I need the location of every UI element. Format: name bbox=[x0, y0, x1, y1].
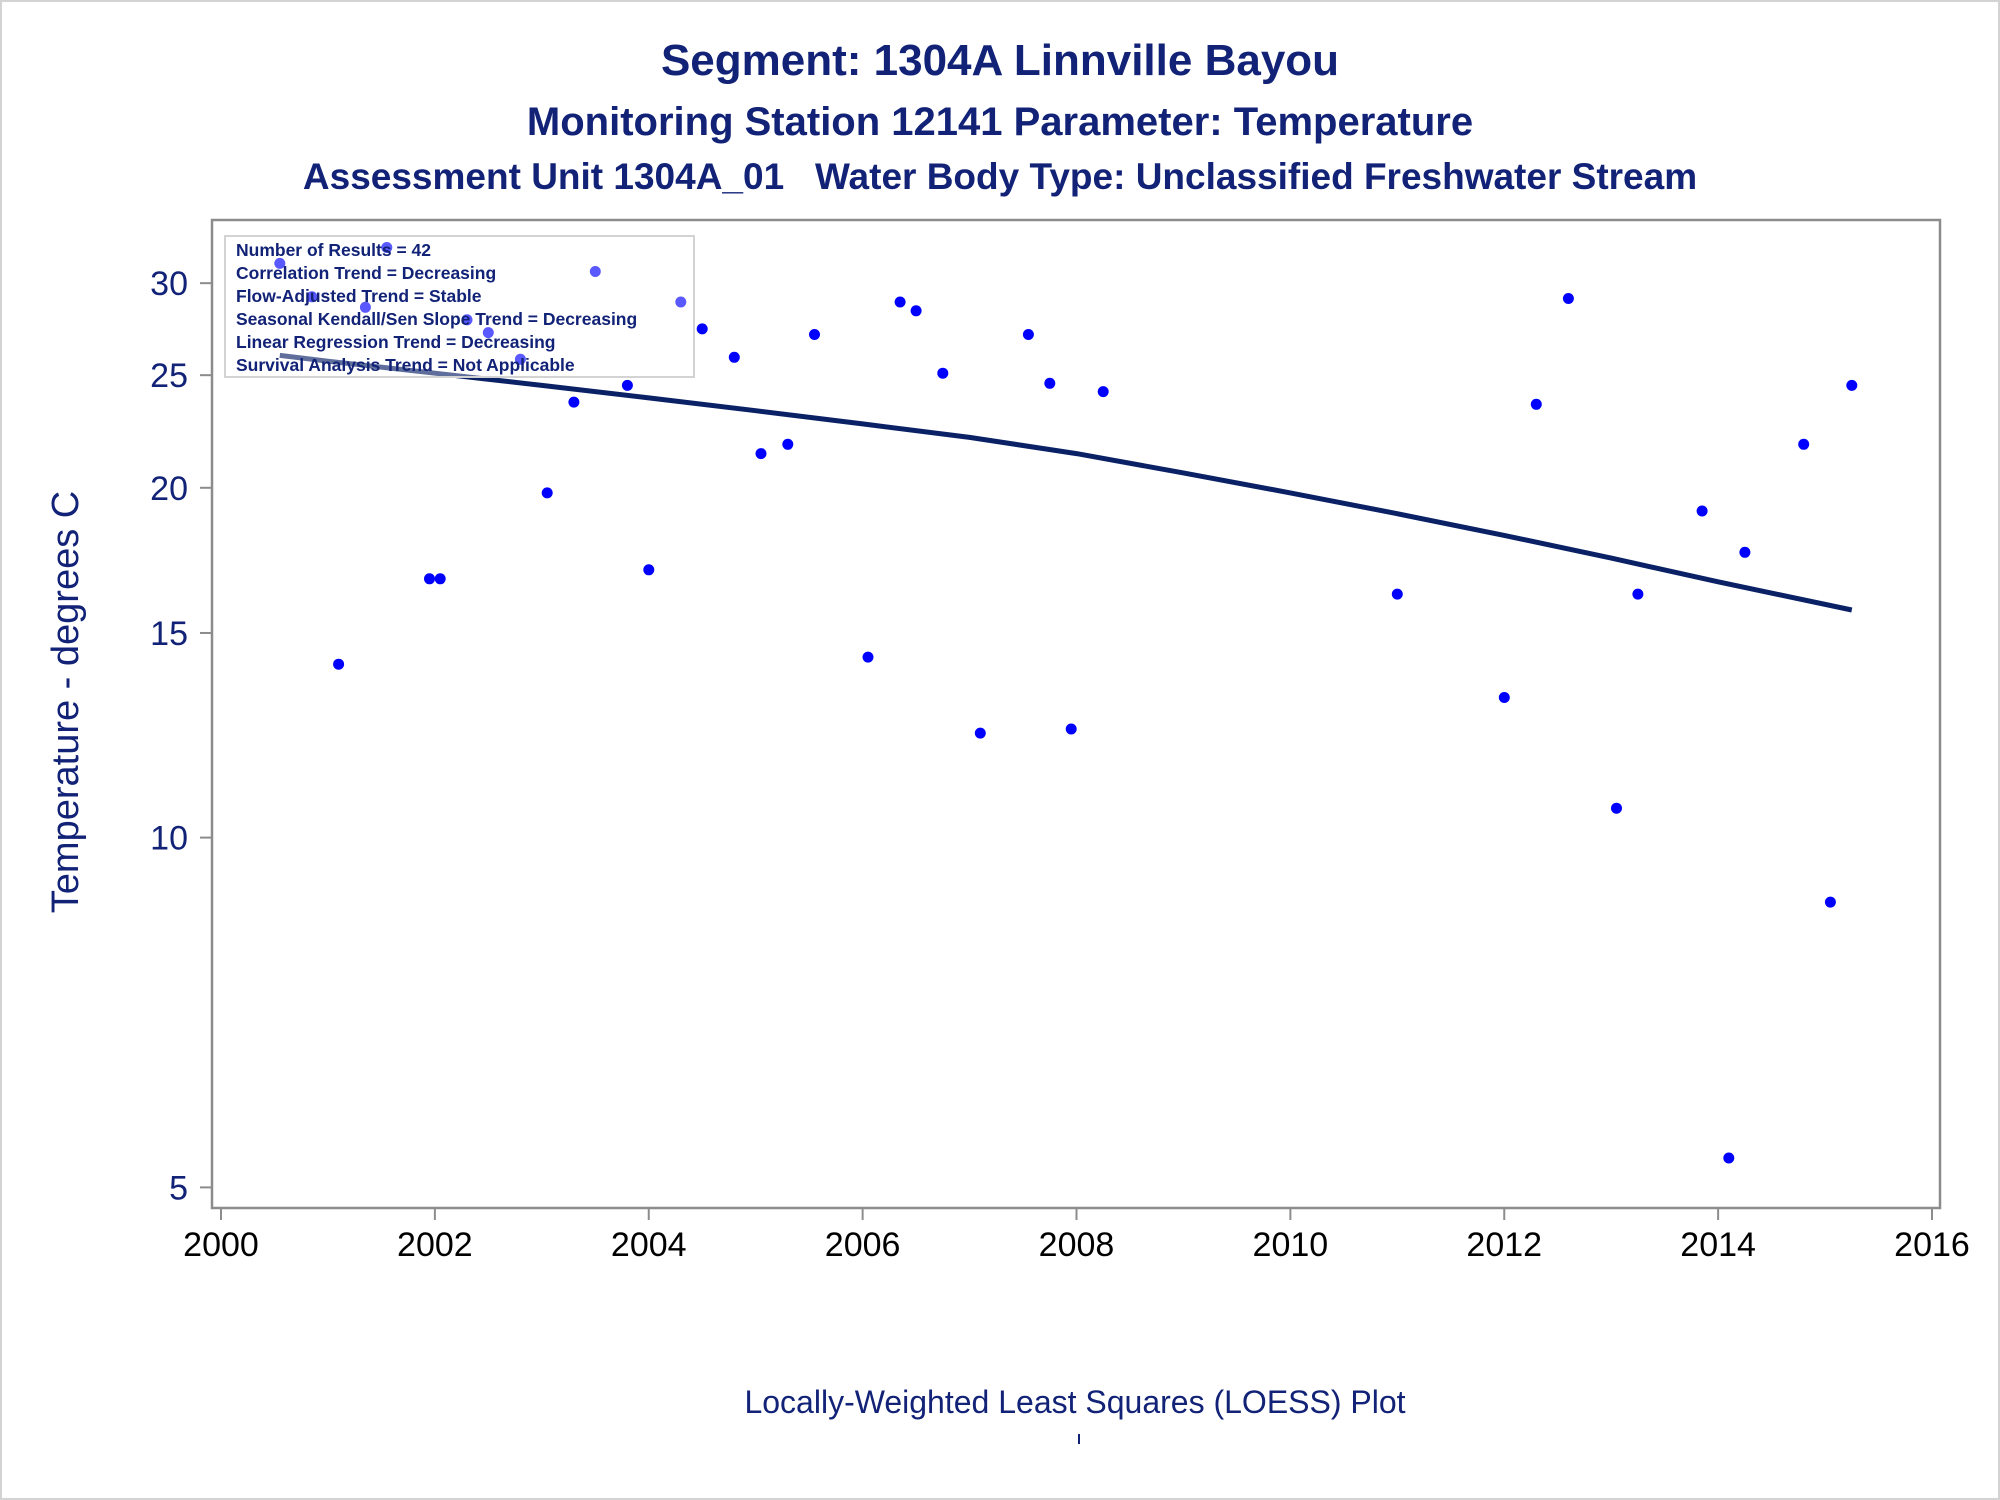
data-point bbox=[514, 353, 526, 365]
data-point bbox=[306, 291, 318, 303]
data-point bbox=[728, 351, 740, 363]
y-tick-label: 25 bbox=[150, 357, 188, 395]
data-point bbox=[782, 438, 794, 450]
inset-line: Survival Analysis Trend = Not Applicable bbox=[236, 355, 575, 375]
data-point bbox=[1611, 802, 1622, 814]
y-tick-label: 30 bbox=[150, 265, 188, 303]
y-tick-label: 15 bbox=[150, 615, 188, 653]
data-point bbox=[809, 329, 820, 340]
data-point bbox=[696, 323, 708, 335]
chart-title: Segment: 1304A Linnville Bayou bbox=[660, 36, 1340, 85]
data-point bbox=[333, 658, 345, 670]
data-point bbox=[675, 296, 687, 308]
data-point bbox=[1723, 1152, 1735, 1164]
data-point bbox=[461, 314, 473, 326]
y-tick-label: 20 bbox=[150, 470, 188, 508]
data-point bbox=[568, 396, 580, 408]
plot-footnote: Locally-Weighted Least Squares (LOESS) P… bbox=[744, 1384, 1405, 1420]
data-point bbox=[541, 487, 553, 499]
data-point bbox=[643, 564, 655, 576]
chart-subtitle-2: Assessment Unit 1304A_01 Water Body Type… bbox=[302, 156, 1698, 197]
data-point bbox=[862, 651, 874, 663]
y-tick-label: 10 bbox=[150, 820, 188, 858]
data-point bbox=[1530, 398, 1542, 410]
chart-subtitle: Monitoring Station 12141 Parameter: Temp… bbox=[526, 100, 1474, 144]
y-tick-label: 5 bbox=[169, 1169, 188, 1207]
x-tick-label: 2010 bbox=[1253, 1226, 1329, 1264]
data-point bbox=[482, 327, 494, 339]
data-point bbox=[937, 367, 949, 379]
inset-line: Linear Regression Trend = Decreasing bbox=[236, 332, 556, 352]
x-tick-label: 2002 bbox=[397, 1226, 473, 1264]
data-point bbox=[434, 573, 446, 585]
data-point bbox=[1044, 377, 1056, 389]
data-point bbox=[424, 573, 435, 585]
data-point bbox=[1632, 588, 1644, 600]
data-point bbox=[1739, 546, 1751, 558]
data-point bbox=[1846, 379, 1858, 391]
data-point bbox=[589, 266, 601, 277]
data-point bbox=[1562, 293, 1574, 304]
data-point bbox=[1391, 588, 1403, 600]
data-point bbox=[1022, 329, 1034, 340]
data-point bbox=[910, 305, 922, 317]
data-point bbox=[1097, 386, 1109, 398]
data-point bbox=[1696, 505, 1708, 517]
data-point bbox=[1065, 723, 1077, 735]
inset-line: Seasonal Kendall/Sen Slope Trend = Decre… bbox=[236, 309, 637, 329]
y-axis-label: Temperature - degrees C bbox=[45, 491, 87, 913]
data-point bbox=[1498, 692, 1510, 703]
data-point bbox=[1824, 896, 1836, 908]
data-point bbox=[974, 727, 986, 739]
x-tick-label: 2008 bbox=[1039, 1226, 1115, 1264]
inset-line: Flow-Adjusted Trend = Stable bbox=[236, 286, 482, 306]
loess-trend-line bbox=[279, 352, 1853, 613]
inset-line: Correlation Trend = Decreasing bbox=[236, 263, 496, 283]
x-tick-label: 2006 bbox=[825, 1226, 901, 1264]
data-point bbox=[274, 257, 286, 269]
x-tick-label: 2016 bbox=[1894, 1226, 1970, 1264]
data-point bbox=[1798, 438, 1810, 450]
data-point bbox=[621, 379, 633, 391]
statistics-inset-box bbox=[224, 235, 695, 378]
inset-line: Number of Results = 42 bbox=[236, 240, 431, 260]
x-tick-label: 2014 bbox=[1680, 1226, 1756, 1264]
x-tick-label: 2000 bbox=[183, 1226, 259, 1264]
x-tick-label: 2004 bbox=[611, 1226, 687, 1264]
data-point bbox=[359, 301, 371, 313]
data-point bbox=[381, 242, 393, 253]
x-tick-label: 2012 bbox=[1466, 1226, 1542, 1264]
data-point bbox=[755, 448, 767, 460]
data-point bbox=[894, 296, 906, 308]
